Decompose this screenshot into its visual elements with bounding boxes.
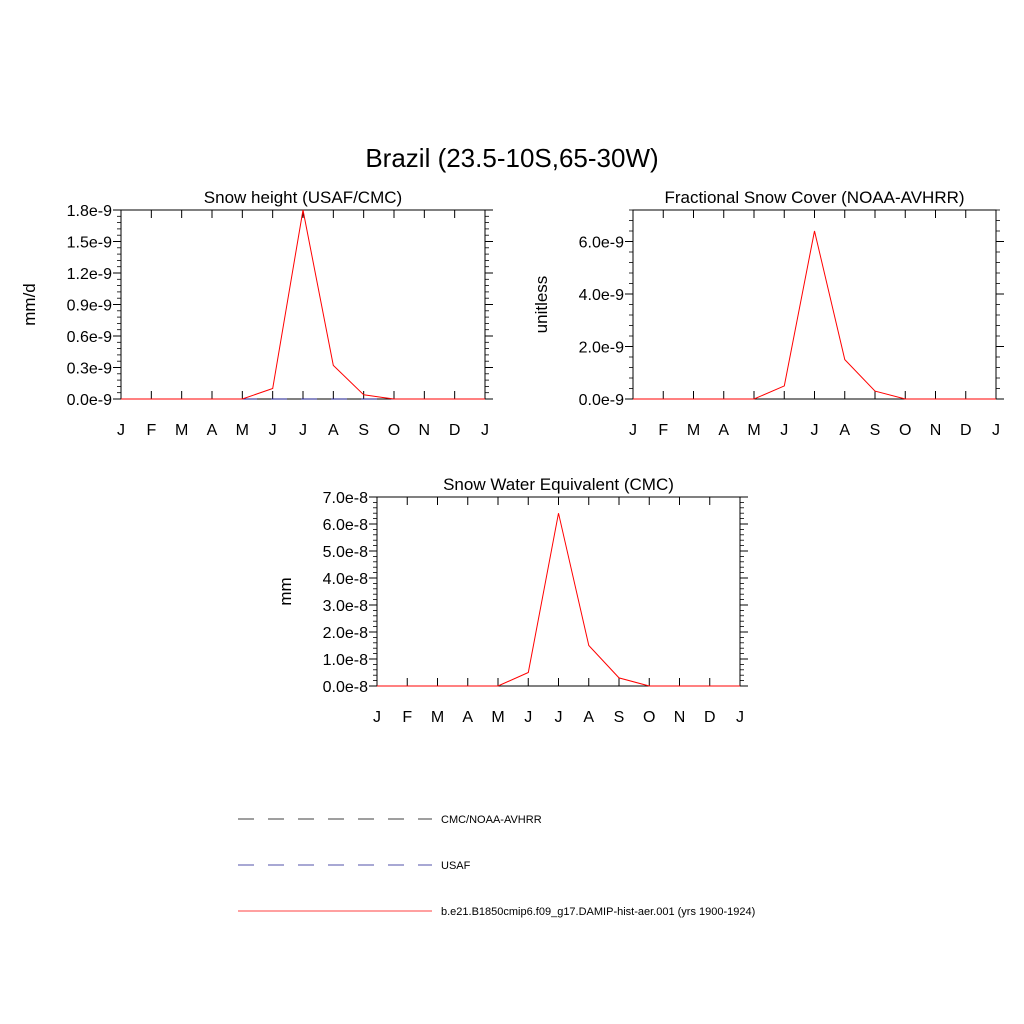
snow-water-equivalent-y-tick-label: 2.0e-8	[323, 625, 368, 642]
snow-height-y-tick-label: 0.6e-9	[67, 329, 112, 346]
snow-cover-chart-title: Fractional Snow Cover (NOAA-AVHRR)	[664, 188, 964, 207]
snow-water-equivalent-x-tick-label: J	[555, 709, 563, 726]
snow-water-equivalent-x-tick-label: J	[373, 709, 381, 726]
snow-water-equivalent-x-tick-label: F	[402, 709, 412, 726]
snow-height-x-tick-label: O	[388, 422, 400, 439]
snow-cover-x-tick-label: D	[960, 422, 972, 439]
snow-height-x-tick-label: J	[481, 422, 489, 439]
legend-entry-model-run: b.e21.B1850cmip6.f09_g17.DAMIP-hist-aer.…	[238, 906, 755, 918]
snow-height-x-tick-label: J	[299, 422, 307, 439]
snow-cover-x-tick-label: A	[839, 422, 850, 439]
snow-water-equivalent-x-tick-label: J	[736, 709, 744, 726]
figure-title: Brazil (23.5-10S,65-30W)	[365, 143, 658, 173]
snow-cover-x-tick-label: O	[899, 422, 911, 439]
legend: CMC/NOAA-AVHRR USAF b.e21.B1850cmip6.f09…	[238, 814, 755, 918]
snow-water-equivalent-y-tick-label: 0.0e-8	[323, 679, 368, 696]
snow-height-y-tick-label: 0.3e-9	[67, 361, 112, 378]
snow-height-y-tick-label: 1.5e-9	[67, 235, 112, 252]
snow-height-x-tick-label: M	[236, 422, 249, 439]
snow-height-series-line-2	[121, 209, 485, 400]
snow-height-y-tick-label: 1.8e-9	[67, 203, 112, 220]
snow-height-x-tick-label: F	[146, 422, 156, 439]
snow-water-equivalent-x-tick-label: S	[614, 709, 625, 726]
snow-cover-y-tick-label: 4.0e-9	[579, 287, 624, 304]
snow-cover-x-tick-label: M	[747, 422, 760, 439]
legend-entry-cmc-noaa-avhrr: CMC/NOAA-AVHRR	[238, 814, 542, 826]
snow-water-equivalent-x-tick-label: N	[674, 709, 686, 726]
snow-cover-x-tick-label: J	[629, 422, 637, 439]
snow-water-equivalent-x-tick-label: M	[491, 709, 504, 726]
legend-label-model-run: b.e21.B1850cmip6.f09_g17.DAMIP-hist-aer.…	[441, 906, 755, 918]
snow-height-x-tick-label: N	[419, 422, 431, 439]
snow-height-y-tick-label: 1.2e-9	[67, 266, 112, 283]
snow-water-equivalent-series-line-1	[377, 513, 740, 687]
snow-water-equivalent-y-tick-label: 7.0e-8	[323, 490, 368, 507]
snow-water-equivalent-y-tick-label: 4.0e-8	[323, 571, 368, 588]
snow-water-equivalent-x-tick-label: J	[524, 709, 532, 726]
fractional-snow-cover-panel: Fractional Snow Cover (NOAA-AVHRR) unitle…	[532, 188, 1004, 439]
snow-cover-series-line-1	[633, 230, 996, 400]
snow-cover-x-tick-label: J	[780, 422, 788, 439]
snow-water-equivalent-y-axis-label: mm	[276, 577, 295, 605]
snow-cover-y-tick-label: 6.0e-9	[579, 235, 624, 252]
snow-cover-plot-frame	[632, 209, 997, 400]
snow-cover-x-tick-label: S	[870, 422, 881, 439]
snow-water-equivalent-y-tick-label: 6.0e-8	[323, 517, 368, 534]
snow-water-equivalent-x-tick-label: O	[643, 709, 655, 726]
snow-cover-x-tick-label: A	[718, 422, 729, 439]
snow-height-y-axis-label: mm/d	[20, 283, 39, 326]
snow-height-x-tick-label: J	[117, 422, 125, 439]
snow-cover-y-axis-label: unitless	[532, 276, 551, 334]
snow-water-equivalent-chart-title: Snow Water Equivalent (CMC)	[443, 475, 674, 494]
legend-label-cmc-noaa-avhrr: CMC/NOAA-AVHRR	[441, 814, 542, 826]
snow-water-equivalent-x-tick-label: M	[431, 709, 444, 726]
snow-cover-x-tick-label: J	[992, 422, 1000, 439]
snow-water-equivalent-y-tick-label: 5.0e-8	[323, 544, 368, 561]
snow-cover-x-tick-label: F	[658, 422, 668, 439]
legend-label-usaf: USAF	[441, 860, 471, 872]
snow-cover-x-tick-label: J	[811, 422, 819, 439]
snow-water-equivalent-x-tick-label: A	[462, 709, 473, 726]
legend-entry-usaf: USAF	[238, 860, 471, 872]
snow-height-x-tick-label: A	[207, 422, 218, 439]
snow-cover-y-tick-label: 0.0e-9	[579, 392, 624, 409]
snow-height-x-tick-label: J	[269, 422, 277, 439]
snow-water-equivalent-plot-frame	[376, 496, 741, 687]
snow-cover-x-tick-label: M	[687, 422, 700, 439]
snow-water-equivalent-y-tick-label: 1.0e-8	[323, 652, 368, 669]
snow-cover-y-tick-label: 2.0e-9	[579, 340, 624, 357]
snow-water-equivalent-panel: Snow Water Equivalent (CMC) mm J F M A M J J A S O N…	[276, 475, 748, 726]
snow-cover-x-tick-label: N	[930, 422, 942, 439]
snow-height-x-tick-label: M	[175, 422, 188, 439]
snow-height-x-tick-label: A	[328, 422, 339, 439]
snow-water-equivalent-x-tick-label: A	[583, 709, 594, 726]
snow-height-x-tick-label: D	[449, 422, 461, 439]
snow-height-panel: Snow height (USAF/CMC)mm/dJ F M A M J J A S O N D J0…	[20, 188, 493, 439]
snow-height-chart-title: Snow height (USAF/CMC)	[204, 188, 402, 207]
snow-water-equivalent-x-tick-label: D	[704, 709, 716, 726]
snow-water-equivalent-y-tick-label: 3.0e-8	[323, 598, 368, 615]
snow-height-x-tick-label: S	[358, 422, 369, 439]
snow-height-y-tick-label: 0.9e-9	[67, 298, 112, 315]
snow-height-plot-frame	[120, 209, 486, 400]
snow-height-y-tick-label: 0.0e-9	[67, 392, 112, 409]
